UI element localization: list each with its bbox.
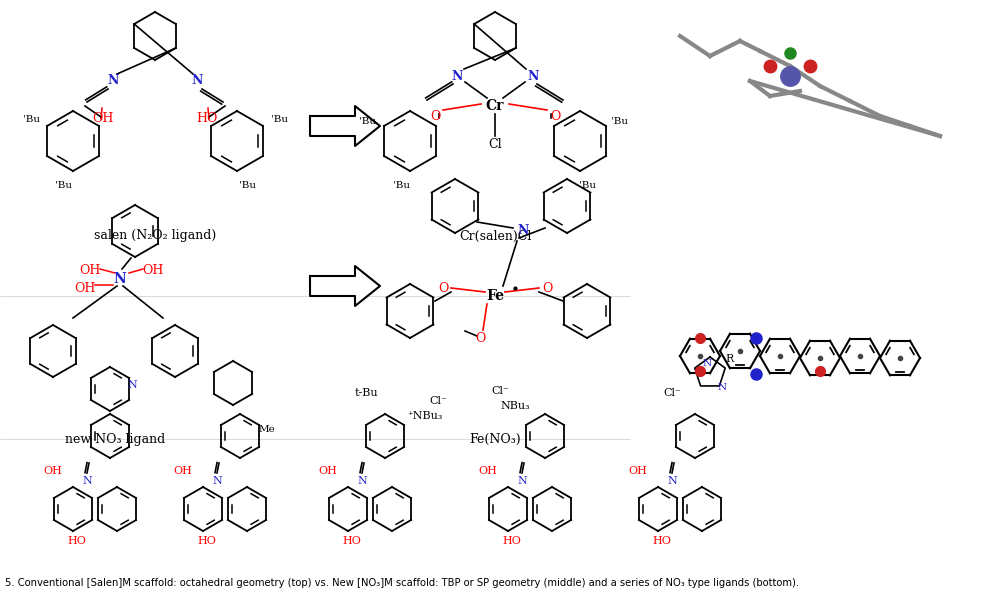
Text: OH: OH	[629, 466, 647, 476]
Polygon shape	[310, 266, 380, 306]
Text: Cr: Cr	[486, 99, 504, 113]
Text: Cl⁻: Cl⁻	[663, 388, 681, 398]
Text: HO: HO	[198, 536, 217, 546]
Text: Me: Me	[258, 424, 275, 433]
Text: N: N	[703, 359, 712, 368]
Polygon shape	[310, 106, 380, 146]
Text: HO: HO	[652, 536, 671, 546]
Text: OH: OH	[79, 265, 101, 278]
Text: salen (N₂O₂ ligand): salen (N₂O₂ ligand)	[94, 229, 216, 243]
Text: N: N	[518, 225, 529, 237]
Text: 'Bu: 'Bu	[270, 114, 287, 123]
Text: O: O	[549, 110, 560, 123]
Text: N: N	[82, 476, 92, 486]
Text: t-Bu: t-Bu	[354, 388, 378, 398]
Text: OH: OH	[319, 466, 338, 476]
Text: N: N	[107, 74, 119, 88]
Text: N: N	[127, 380, 137, 390]
Text: 'Bu: 'Bu	[239, 181, 255, 190]
Text: OH: OH	[44, 466, 62, 476]
Text: OH: OH	[478, 466, 497, 476]
Text: HO: HO	[196, 111, 218, 125]
Text: N: N	[212, 476, 222, 486]
Text: 'Bu: 'Bu	[393, 181, 411, 190]
Text: 'Bu: 'Bu	[54, 181, 71, 190]
Text: Cr(salen)Cl: Cr(salen)Cl	[458, 229, 532, 243]
Text: 5. Conventional [Salen]M scaffold: octahedral geometry (top) vs. New [NO₃]M scaf: 5. Conventional [Salen]M scaffold: octah…	[5, 578, 799, 588]
Bar	[630, 0, 990, 296]
Text: Fe(NO₃): Fe(NO₃)	[469, 433, 521, 445]
Text: N: N	[517, 476, 527, 486]
Text: O: O	[475, 331, 485, 344]
Text: N: N	[718, 383, 727, 392]
Bar	[630, 296, 990, 596]
Text: O: O	[430, 110, 441, 123]
Text: N: N	[357, 476, 367, 486]
Text: N: N	[528, 70, 539, 82]
Text: HO: HO	[503, 536, 522, 546]
Text: OH: OH	[74, 281, 96, 294]
Text: HO: HO	[67, 536, 86, 546]
Text: 'Bu: 'Bu	[23, 114, 40, 123]
Text: N: N	[114, 272, 127, 286]
Text: NBu₃: NBu₃	[500, 401, 530, 411]
Text: Cl: Cl	[488, 138, 502, 151]
Text: 'Bu: 'Bu	[359, 116, 376, 126]
Text: N: N	[191, 74, 203, 88]
Text: OH: OH	[143, 265, 163, 278]
Text: HO: HO	[343, 536, 361, 546]
Text: N: N	[667, 476, 677, 486]
Text: ⁺NBu₃: ⁺NBu₃	[407, 411, 443, 421]
Text: O: O	[542, 281, 552, 294]
Text: 'Bu: 'Bu	[579, 181, 597, 190]
Text: new NO₃ ligand: new NO₃ ligand	[65, 433, 165, 445]
Text: O: O	[438, 281, 448, 294]
Text: OH: OH	[92, 111, 114, 125]
Text: OH: OH	[173, 466, 192, 476]
Text: Cl⁻: Cl⁻	[429, 396, 446, 406]
Text: R: R	[726, 354, 735, 364]
Text: Fe: Fe	[486, 289, 504, 303]
Text: N: N	[451, 70, 462, 82]
Text: 'Bu: 'Bu	[612, 116, 629, 126]
Text: Cl⁻: Cl⁻	[491, 386, 509, 396]
